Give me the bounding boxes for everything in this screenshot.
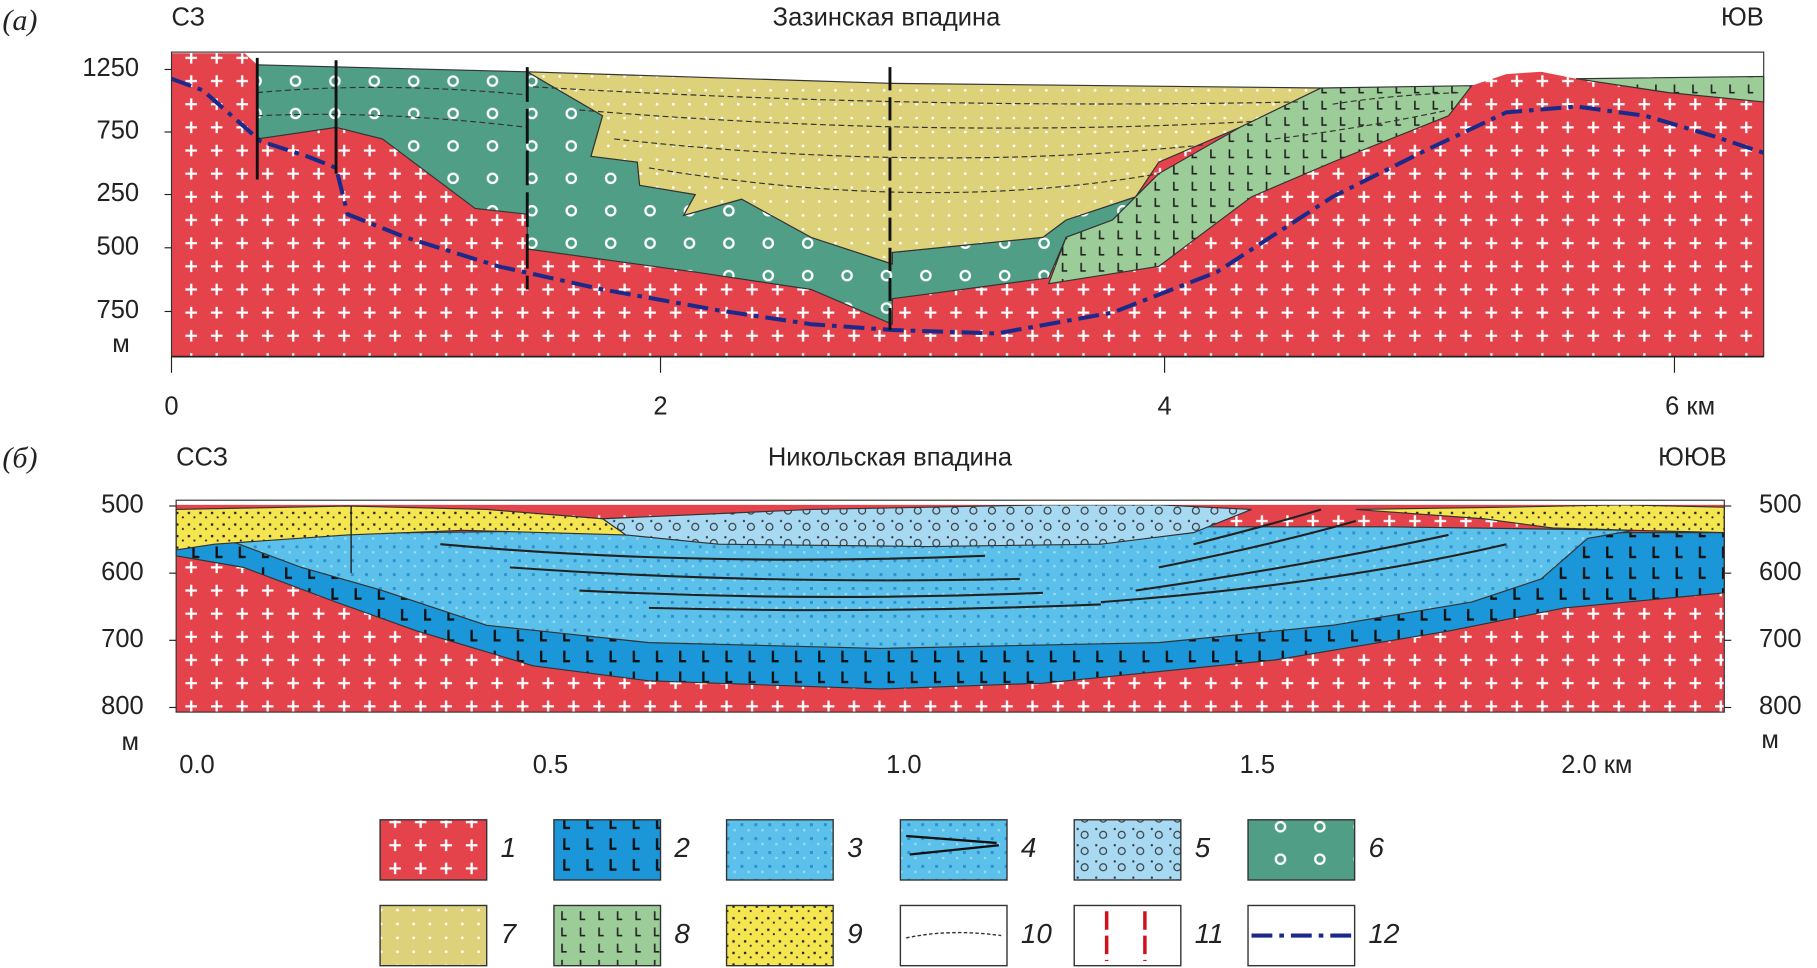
y-tick-label: 250	[97, 179, 140, 207]
legend-label: 12	[1369, 918, 1400, 949]
y-tick-label: 500	[101, 491, 144, 519]
frame	[175, 499, 1725, 713]
layer-3	[214, 526, 1635, 650]
x-tick-label: 2.0 км	[1561, 751, 1632, 779]
panel-label: (a)	[2, 3, 37, 37]
x-tick-label: 0.0	[179, 751, 214, 779]
legend-label: 3	[847, 832, 863, 863]
basement-line	[170, 76, 1765, 336]
legend-label: 4	[1021, 832, 1036, 863]
y-unit: м	[1761, 726, 1779, 754]
sky	[171, 46, 1764, 54]
y-unit: м	[122, 728, 140, 756]
y-tick-label: 800	[1759, 692, 1802, 720]
faults	[255, 57, 892, 330]
y-tick-label: 750	[97, 117, 140, 145]
legend-label: 2	[673, 832, 690, 863]
y-tick-label: 500	[97, 233, 140, 261]
x-tick-label: 0	[164, 392, 178, 420]
y-tick-label: 500	[1759, 491, 1802, 519]
y-tick-label: 600	[1759, 558, 1802, 586]
layer-5	[600, 504, 1252, 548]
legend-label: 9	[847, 918, 862, 949]
legend-label: 5	[1195, 832, 1211, 863]
legend-label: 10	[1021, 918, 1052, 949]
y-tick-label: 800	[101, 692, 144, 720]
y-tick-label: 750	[97, 296, 140, 324]
y-unit: м	[112, 330, 130, 358]
x-tick-label: 0.5	[533, 751, 568, 779]
x-tick-label: 6 км	[1665, 392, 1715, 420]
y-tick-label: 1250	[82, 54, 139, 82]
section-b	[175, 492, 1725, 713]
title: Зазинская впадина	[773, 3, 1001, 31]
legend-label: 11	[1195, 918, 1224, 949]
legend-swatches	[379, 819, 1356, 967]
x-tick-label: 1.5	[1240, 751, 1275, 779]
title: Никольская впадина	[768, 443, 1013, 471]
sky	[176, 492, 1725, 505]
sky	[243, 52, 1764, 102]
x-tick-label: 1.0	[886, 751, 921, 779]
legend-label: 7	[501, 918, 518, 949]
legend-label: 6	[1369, 832, 1385, 863]
y-tick-label: 700	[1759, 625, 1802, 653]
direction: ЮВ	[1721, 3, 1764, 31]
direction: ССЗ	[176, 443, 228, 471]
section-a	[170, 46, 1765, 358]
y-tick-label: 700	[101, 625, 144, 653]
bedding	[440, 508, 1507, 612]
y-tick-label: 600	[101, 558, 144, 586]
layer-9	[175, 505, 628, 551]
bedding	[257, 86, 1461, 194]
legend-label: 8	[674, 918, 690, 949]
panel-label: (б)	[2, 441, 37, 475]
direction: ЮЮВ	[1658, 443, 1726, 471]
direction: СЗ	[172, 3, 206, 31]
legend-label: 1	[501, 832, 516, 863]
x-tick-label: 4	[1158, 392, 1172, 420]
x-tick-label: 2	[653, 392, 667, 420]
